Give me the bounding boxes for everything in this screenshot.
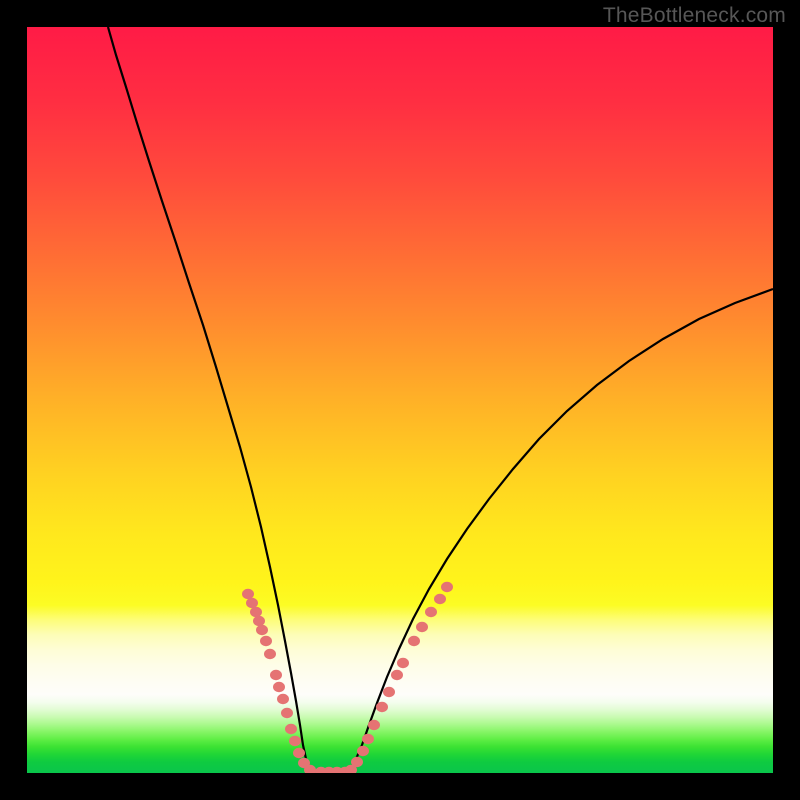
data-marker — [441, 582, 453, 592]
data-marker — [273, 682, 285, 692]
data-marker — [397, 658, 409, 668]
data-marker — [253, 616, 265, 626]
curve-layer — [27, 27, 773, 773]
data-marker — [383, 687, 395, 697]
data-marker — [270, 670, 282, 680]
image-root: TheBottleneck.com — [0, 0, 800, 800]
curve-right — [347, 289, 773, 773]
data-marker — [246, 598, 258, 608]
data-marker — [250, 607, 262, 617]
data-marker — [425, 607, 437, 617]
watermark-text: TheBottleneck.com — [603, 4, 786, 28]
plot-area — [27, 27, 773, 773]
data-marker — [289, 736, 301, 746]
data-marker — [416, 622, 428, 632]
data-marker — [408, 636, 420, 646]
curve-left — [108, 27, 313, 773]
data-marker — [285, 724, 297, 734]
data-marker — [434, 594, 446, 604]
marker-group — [242, 582, 453, 773]
data-marker — [376, 702, 388, 712]
data-marker — [357, 746, 369, 756]
data-marker — [391, 670, 403, 680]
data-marker — [351, 757, 363, 767]
data-marker — [256, 625, 268, 635]
data-marker — [260, 636, 272, 646]
data-marker — [368, 720, 380, 730]
data-marker — [242, 589, 254, 599]
data-marker — [281, 708, 293, 718]
data-marker — [277, 694, 289, 704]
data-marker — [293, 748, 305, 758]
data-marker — [362, 734, 374, 744]
data-marker — [264, 649, 276, 659]
